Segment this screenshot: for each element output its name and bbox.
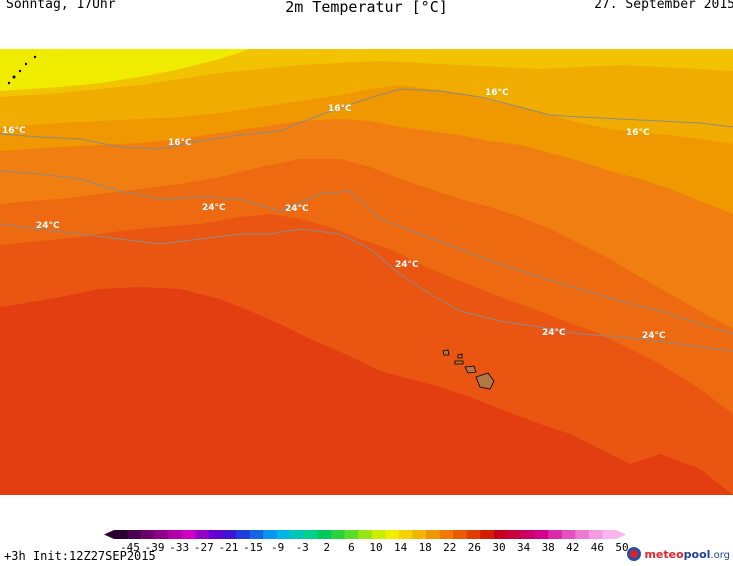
- legend-swatch: [249, 530, 264, 539]
- legend-swatch: [154, 530, 169, 539]
- legend-tick-label: -15: [243, 541, 263, 554]
- forecast-date: 27. September 2015: [594, 0, 733, 12]
- legend-tick-label: 38: [542, 541, 555, 554]
- isotherm-label: 16°C: [168, 138, 192, 148]
- legend-tick-label: -21: [218, 541, 238, 554]
- legend-swatch: [398, 530, 413, 539]
- legend-swatch: [385, 530, 400, 539]
- isotherm-label: 16°C: [2, 126, 26, 136]
- legend-swatch: [412, 530, 427, 539]
- legend-tick-label: 14: [394, 541, 408, 554]
- legend-swatch: [439, 530, 454, 539]
- legend-tick-label: 26: [468, 541, 481, 554]
- model-run-info: +3h Init:12Z27SEP2015: [4, 549, 156, 563]
- legend-swatch: [141, 530, 156, 539]
- legend-swatch: [453, 530, 468, 539]
- legend-swatch: [602, 530, 617, 539]
- legend-tick-label: -9: [271, 541, 284, 554]
- legend-tick-label: -3: [296, 541, 309, 554]
- legend-tick-label: 22: [443, 541, 456, 554]
- isotherm-lines: [0, 88, 733, 352]
- legend-swatch: [195, 530, 210, 539]
- legend-tick-label: 30: [492, 541, 505, 554]
- isotherm-label: 16°C: [485, 88, 509, 98]
- legend-swatch: [466, 530, 481, 539]
- legend-swatch: [344, 530, 359, 539]
- legend-tick-label: 6: [348, 541, 355, 554]
- legend-tick-label: -45: [120, 541, 140, 554]
- isotherm-label: 24°C: [542, 328, 566, 338]
- legend-swatch: [317, 530, 332, 539]
- legend-swatch: [303, 530, 319, 539]
- isotherm-label: 24°C: [395, 260, 419, 270]
- legend-colorbar: [104, 530, 626, 539]
- legend-swatch: [426, 530, 441, 539]
- legend-swatch: [588, 530, 603, 539]
- legend-tick-label: -33: [169, 541, 189, 554]
- islands: [442, 349, 495, 390]
- temperature-legend: -45 -39 -33 -27 -21 -15 -9 -3 2 6 10 14 18 22 26 30 34 38…: [104, 530, 629, 554]
- hawaii-big-island: [475, 372, 495, 390]
- isotherm-label: 24°C: [642, 331, 666, 341]
- meteopool-logo-icon: [627, 547, 642, 561]
- legend-swatch: [507, 530, 522, 539]
- legend-swatch: [263, 530, 278, 539]
- legend-swatch: [371, 530, 386, 539]
- legend-swatch: [521, 530, 536, 539]
- molokai-island: [454, 360, 464, 365]
- isotherm-label: 24°C: [285, 204, 309, 214]
- isotherm-labels: 16°C 16°C 16°C 16°C 16°C 24°C 24°C 24°C …: [2, 88, 666, 341]
- isotherm-label: 24°C: [202, 203, 226, 213]
- legend-swatch: [181, 530, 196, 539]
- legend-swatch: [358, 530, 373, 539]
- legend-swatch: [127, 530, 142, 539]
- legend-swatch: [222, 530, 237, 539]
- legend-arrow-left: [104, 530, 114, 539]
- temperature-map: 16°C 16°C 16°C 16°C 16°C 24°C 24°C 24°C …: [0, 49, 733, 495]
- maui-island: [464, 365, 477, 374]
- isotherm-label: 16°C: [626, 128, 650, 138]
- legend-swatch: [168, 530, 183, 539]
- meteopool-logo[interactable]: meteopool.org: [627, 547, 730, 561]
- legend-tick-label: 42: [566, 541, 579, 554]
- legend-swatch: [290, 530, 305, 539]
- legend-swatch: [208, 530, 224, 539]
- map-title: 2m Temperatur [°C]: [285, 0, 448, 16]
- legend-tick-label: 50: [615, 541, 628, 554]
- legend-swatch: [114, 530, 129, 539]
- band-yellow: [0, 49, 250, 91]
- atoll-dots: [7, 55, 37, 85]
- legend-arrow-right: [616, 530, 626, 539]
- legend-swatch: [575, 530, 590, 539]
- legend-tick-label: -39: [145, 541, 165, 554]
- legend-swatch: [236, 530, 251, 539]
- isotherm-label: 16°C: [328, 104, 352, 114]
- legend-tick-label: 10: [369, 541, 382, 554]
- oahu-island: [442, 349, 450, 356]
- legend-tick-label: 46: [591, 541, 604, 554]
- kauai-island: [457, 353, 463, 359]
- isotherm-label: 24°C: [36, 221, 60, 231]
- legend-tick-label: 2: [323, 541, 330, 554]
- legend-tick-label: 34: [517, 541, 531, 554]
- legend-swatch: [276, 530, 291, 539]
- legend-swatch: [493, 530, 508, 539]
- legend-swatch: [331, 530, 346, 539]
- legend-tick-label: -27: [194, 541, 214, 554]
- legend-swatch: [480, 530, 495, 539]
- legend-swatch: [561, 530, 576, 539]
- legend-tick-label: 18: [419, 541, 432, 554]
- legend-swatch: [548, 530, 563, 539]
- legend-tick-labels: -45 -39 -33 -27 -21 -15 -9 -3 2 6 10 14 18 22 26 30 34 38…: [120, 541, 629, 554]
- legend-swatch: [534, 530, 549, 539]
- forecast-time: Sonntag, 17Uhr: [6, 0, 116, 12]
